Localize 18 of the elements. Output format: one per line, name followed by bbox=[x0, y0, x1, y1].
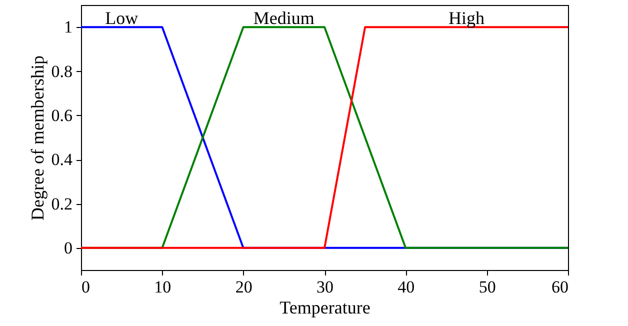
series-label: Medium bbox=[253, 8, 314, 28]
x-tick-label: 60 bbox=[552, 278, 568, 296]
y-tick-label: 0.8 bbox=[51, 62, 72, 81]
y-tick-label: 0 bbox=[64, 238, 72, 258]
x-axis-title: Temperature bbox=[280, 298, 370, 318]
x-tick-label: 20 bbox=[235, 278, 252, 296]
x-tick-label: 0 bbox=[82, 278, 90, 296]
series-label: High bbox=[448, 8, 485, 28]
x-tick-label: 10 bbox=[154, 278, 172, 296]
y-axis-title: Degree of membership bbox=[27, 56, 48, 220]
y-tick-label: 0.2 bbox=[51, 194, 72, 214]
y-tick-label: 1 bbox=[64, 18, 72, 37]
x-tick-label: 30 bbox=[316, 278, 334, 296]
y-tick-label: 0.6 bbox=[51, 106, 72, 125]
x-tick-label: 40 bbox=[398, 278, 415, 296]
series-label: Low bbox=[105, 8, 138, 28]
y-tick-label: 0.4 bbox=[51, 150, 73, 170]
x-tick-label: 50 bbox=[478, 278, 496, 296]
